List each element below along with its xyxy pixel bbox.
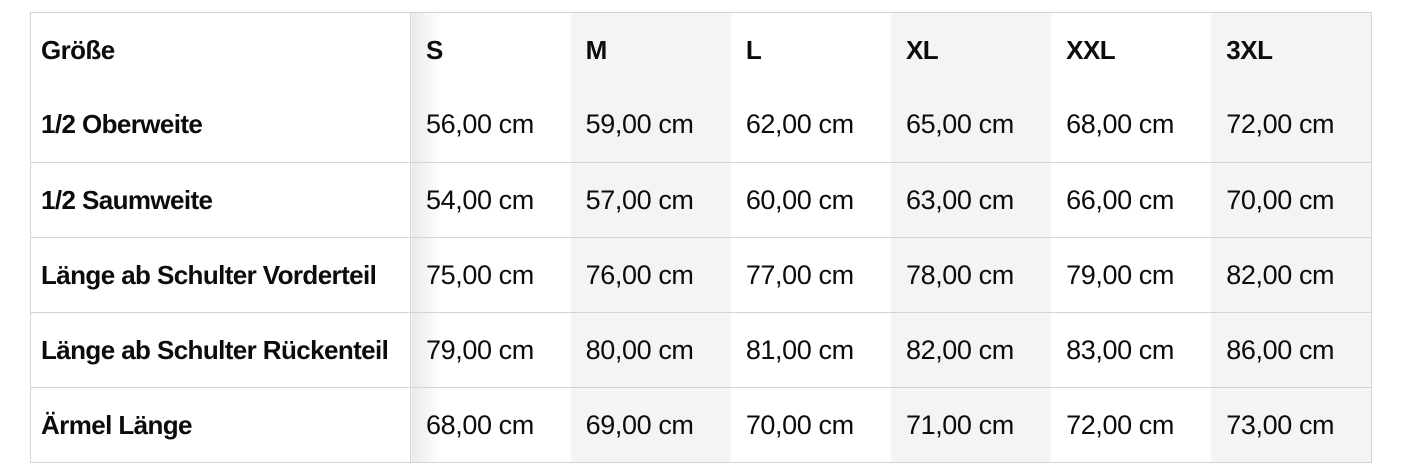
measurement-value: 72,00 cm	[1066, 409, 1174, 440]
measurement-value: 72,00 cm	[1211, 87, 1372, 163]
size-column-header-xxl: XXL	[1066, 34, 1116, 65]
table-row: 1/2 Oberweite 56,00 cm 59,00 cm 62,00 cm…	[30, 87, 1372, 163]
measurement-value: 70,00 cm	[745, 409, 854, 440]
measurement-value: 56,00 cm	[410, 87, 571, 163]
size-column-header-xl: XL	[890, 12, 1052, 88]
table-row: Länge ab Schulter Vorderteil 75,00 cm 76…	[30, 237, 1372, 313]
measurement-value: 54,00 cm	[410, 162, 571, 238]
size-column-header-m: M	[570, 12, 731, 88]
measurement-value: 65,00 cm	[890, 87, 1052, 163]
measurement-value: 77,00 cm	[745, 259, 854, 290]
measurement-value: 82,00 cm	[890, 312, 1052, 388]
measurement-value: 62,00 cm	[745, 109, 854, 140]
measurement-label: Ärmel Länge	[30, 387, 411, 463]
size-chart: Größe S M L XL XXL 3XL 1/2 Oberweite 56,…	[30, 12, 1372, 463]
measurement-value: 73,00 cm	[1211, 387, 1372, 463]
measurement-label: Länge ab Schulter Rückenteil	[30, 312, 411, 388]
measurement-value: 79,00 cm	[410, 312, 571, 388]
table-row: 1/2 Saumweite 54,00 cm 57,00 cm 60,00 cm…	[30, 162, 1372, 238]
measurement-value: 68,00 cm	[1066, 109, 1174, 140]
size-column-header-l: L	[745, 34, 762, 65]
measurement-value: 59,00 cm	[570, 87, 731, 163]
size-header-row: Größe S M L XL XXL 3XL	[30, 12, 1372, 88]
size-column-header-3xl: 3XL	[1211, 12, 1372, 88]
measurement-value: 63,00 cm	[890, 162, 1052, 238]
measurement-value: 75,00 cm	[410, 237, 571, 313]
measurement-label: 1/2 Saumweite	[30, 162, 411, 238]
measurement-value: 79,00 cm	[1066, 259, 1174, 290]
measurement-value: 86,00 cm	[1211, 312, 1372, 388]
corner-header: Größe	[30, 12, 411, 88]
measurement-value: 71,00 cm	[890, 387, 1052, 463]
table-row: Länge ab Schulter Rückenteil 79,00 cm 80…	[30, 312, 1372, 388]
measurement-value: 78,00 cm	[890, 237, 1052, 313]
measurement-value: 76,00 cm	[570, 237, 731, 313]
measurement-value: 81,00 cm	[745, 334, 854, 365]
measurement-value: 80,00 cm	[570, 312, 731, 388]
measurement-value: 57,00 cm	[570, 162, 731, 238]
measurement-label: Länge ab Schulter Vorderteil	[30, 237, 411, 313]
measurement-value: 83,00 cm	[1066, 334, 1174, 365]
measurement-value: 82,00 cm	[1211, 237, 1372, 313]
measurement-value: 66,00 cm	[1066, 184, 1174, 215]
size-chart-table: Größe S M L XL XXL 3XL 1/2 Oberweite 56,…	[30, 12, 1372, 463]
measurement-label: 1/2 Oberweite	[30, 87, 411, 163]
table-row: Ärmel Länge 68,00 cm 69,00 cm 70,00 cm 7…	[30, 387, 1372, 463]
size-column-header-s: S	[410, 12, 571, 88]
measurement-value: 60,00 cm	[745, 184, 854, 215]
measurement-value: 68,00 cm	[410, 387, 571, 463]
measurement-value: 70,00 cm	[1211, 162, 1372, 238]
measurement-value: 69,00 cm	[570, 387, 731, 463]
